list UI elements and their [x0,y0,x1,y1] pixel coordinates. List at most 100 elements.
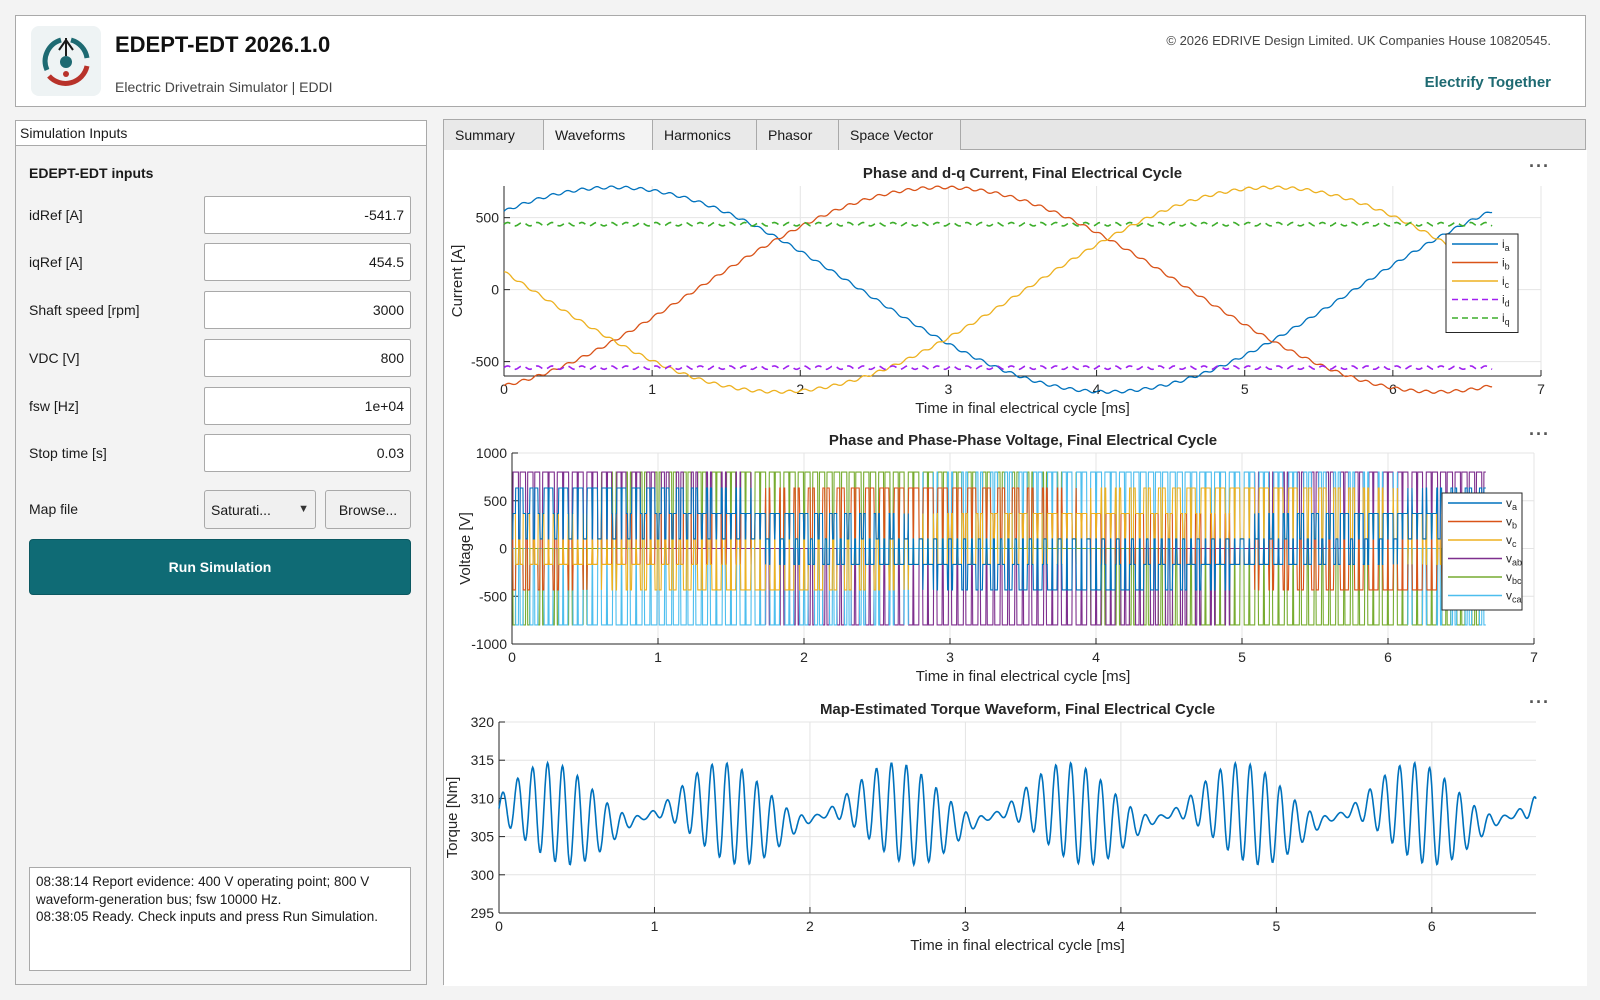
map-file-dropdown[interactable]: Saturati... ▼ [204,490,316,529]
y-axis-label: Torque [Nm] [444,777,461,859]
map-file-value: Saturati... [211,502,271,518]
legend: ia ib ic id iq [1445,233,1519,333]
shaft-speed-input[interactable]: 3000 [204,291,411,329]
idref-label: idRef [A] [29,207,83,223]
x-tick-label: 2 [800,649,808,665]
chart-title: Map-Estimated Torque Waveform, Final Ele… [820,701,1215,718]
series-id [503,365,1493,371]
run-simulation-button[interactable]: Run Simulation [29,539,411,595]
y-tick-label: 305 [471,829,495,845]
x-tick-label: 5 [1241,381,1249,397]
x-tick-label: 3 [945,381,953,397]
series-iq [503,221,1493,227]
legend-entry: iq [1502,311,1510,327]
log-textarea[interactable]: 08:38:14 Report evidence: 400 V operatin… [29,867,411,971]
y-tick-label: 500 [484,493,508,509]
y-tick-label: 1000 [476,445,507,461]
y-tick-label: 0 [491,282,499,298]
x-tick-label: 3 [962,918,970,934]
more-options-icon[interactable]: ··· [1529,424,1550,444]
y-axis-label: Voltage [V] [457,512,474,585]
fsw-label: fsw [Hz] [29,398,79,414]
stop-time-input[interactable]: 0.03 [204,434,411,472]
tab-space-vector[interactable]: Space Vector [839,120,961,150]
legend-entry: vbc [1506,570,1522,586]
legend: va vb vc vab vbc vca [1441,492,1523,611]
y-tick-label: 500 [476,210,500,226]
x-tick-label: 6 [1384,649,1392,665]
chart-2: 0 1 2 3 4 5 6 7 -1000 -500 0 500 1000 Phase and Phase… [457,432,1538,685]
x-axis-label: Time in final electrical cycle [ms] [916,668,1131,685]
series-vbc [512,471,1486,626]
x-tick-label: 1 [648,381,656,397]
tab-summary[interactable]: Summary [444,120,544,150]
tab-harmonics[interactable]: Harmonics [653,120,757,150]
x-tick-label: 4 [1093,381,1101,397]
plot-background [499,722,1536,913]
x-tick-label: 3 [946,649,954,665]
fsw-input[interactable]: 1e+04 [204,387,411,425]
x-tick-label: 5 [1272,918,1280,934]
edrive-logo-icon [31,26,101,96]
y-axis-label: Current [A] [449,245,466,318]
legend-entry: vab [1506,552,1522,568]
vdc-label: VDC [V] [29,350,80,366]
idref-input[interactable]: -541.7 [204,196,411,234]
iqref-input[interactable]: 454.5 [204,243,411,281]
chart-3: 0 1 2 3 4 5 6 295 300 305 310 315 320 Map-Estimated T… [444,701,1537,954]
legend-entry: ia [1502,237,1510,253]
x-tick-label: 1 [654,649,662,665]
x-tick-label: 6 [1428,918,1436,934]
legend-entry: ic [1502,274,1510,290]
app-title: EDEPT-EDT 2026.1.0 [115,32,331,57]
more-options-icon[interactable]: ··· [1529,692,1550,712]
app-header: EDEPT-EDT 2026.1.0 Electric Drivetrain S… [15,15,1586,107]
results-panel: Summary Waveforms Harmonics Phasor Space… [443,119,1587,986]
legend-entry: vc [1506,533,1517,549]
waveforms-plot-area: 0 1 2 3 4 5 6 7 -500 0 500 Phase and d-q Current, F… [444,150,1587,986]
series-vca [512,471,1486,626]
y-tick-label: -1000 [471,636,507,652]
y-tick-label: 0 [499,541,507,557]
x-tick-label: 7 [1530,649,1538,665]
x-tick-label: 1 [651,918,659,934]
x-tick-label: 6 [1389,381,1397,397]
chart-title: Phase and Phase-Phase Voltage, Final Ele… [829,432,1217,449]
y-tick-label: 320 [471,714,495,730]
x-axis-label: Time in final electrical cycle [ms] [915,400,1130,417]
legend-entry: id [1502,293,1510,309]
iqref-label: iqRef [A] [29,254,83,270]
chart-title: Phase and d-q Current, Final Electrical … [863,165,1182,182]
log-line: 08:38:14 Report evidence: 400 V operatin… [36,874,370,907]
y-tick-label: 300 [471,867,495,883]
x-tick-label: 0 [495,918,503,934]
section-title: EDEPT-EDT inputs [29,165,154,181]
vdc-input[interactable]: 800 [204,339,411,377]
simulation-inputs-panel: Simulation Inputs EDEPT-EDT inputs idRef… [15,120,427,985]
y-tick-label: 310 [471,790,495,806]
legend-box [1445,233,1519,333]
x-tick-label: 2 [806,918,814,934]
log-line: 08:38:05 Ready. Check inputs and press R… [36,909,378,924]
tab-bar: Summary Waveforms Harmonics Phasor Space… [444,120,1585,151]
x-tick-label: 0 [508,649,516,665]
x-tick-label: 7 [1537,381,1545,397]
map-file-label: Map file [29,501,79,517]
shaft-speed-label: Shaft speed [rpm] [29,302,140,318]
legend-entry: vb [1506,515,1517,531]
panel-title: Simulation Inputs [16,121,426,146]
series-ib [503,185,1493,394]
more-options-icon[interactable]: ··· [1529,156,1550,176]
tab-waveforms[interactable]: Waveforms [543,120,653,151]
app-subtitle: Electric Drivetrain Simulator | EDDI [115,79,333,95]
legend-entry: va [1506,496,1517,512]
tab-phasor[interactable]: Phasor [757,120,839,150]
y-tick-label: 295 [471,905,495,921]
y-tick-label: 315 [471,752,495,768]
series-va [512,487,1486,591]
browse-button[interactable]: Browse... [325,490,411,529]
x-axis-label: Time in final electrical cycle [ms] [910,937,1125,954]
x-tick-label: 0 [500,381,508,397]
